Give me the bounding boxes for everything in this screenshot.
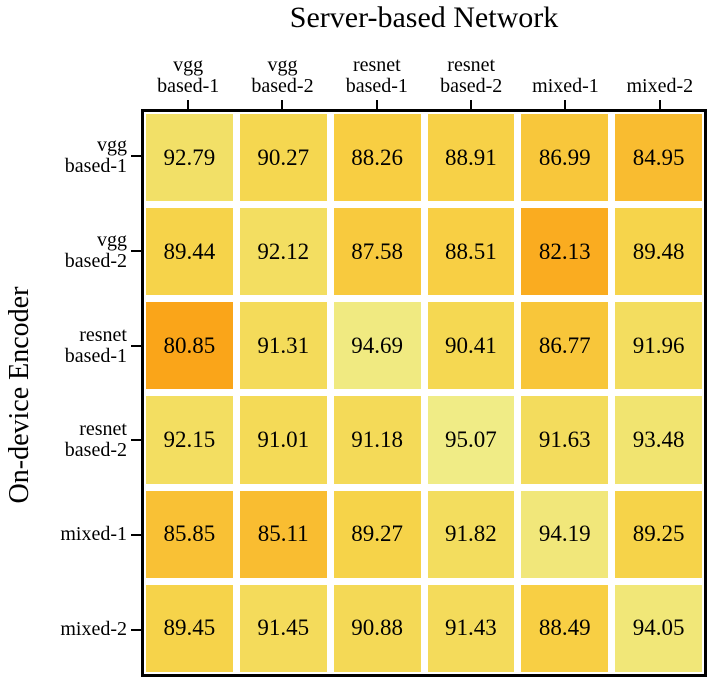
y-tick-label-2: vgg based-2 xyxy=(64,228,127,272)
x-tick-mark-4 xyxy=(470,100,473,109)
heatmap-cell-r2-c2: 92.12 xyxy=(239,208,327,296)
heatmap-cell-r1-c5: 86.99 xyxy=(521,114,609,202)
heatmap-cell-r6-c1: 89.45 xyxy=(146,584,233,672)
heatmap-cell-r3-c1: 80.85 xyxy=(146,302,233,390)
heatmap-cell-r5-c5: 94.19 xyxy=(521,490,609,578)
y-tick-label-3: resnet based-1 xyxy=(64,323,127,367)
heatmap-cell-r1-c2: 90.27 xyxy=(239,114,327,202)
heatmap-cell-r4-c1: 92.15 xyxy=(146,396,233,484)
heatmap-cell-r1-c3: 88.26 xyxy=(333,114,421,202)
heatmap-cell-r3-c3: 94.69 xyxy=(333,302,421,390)
heatmap-cell-r3-c2: 91.31 xyxy=(239,302,327,390)
x-tick-mark-3 xyxy=(375,100,378,109)
y-tick-mark-4 xyxy=(131,439,141,442)
heatmap-cell-r4-c3: 91.18 xyxy=(333,396,421,484)
x-tick-label-6: mixed-2 xyxy=(626,75,694,97)
heatmap-cell-r5-c1: 85.85 xyxy=(146,490,233,578)
heatmap-cell-r6-c2: 91.45 xyxy=(239,584,327,672)
y-tick-mark-6 xyxy=(131,628,141,631)
heatmap-cell-r5-c2: 85.11 xyxy=(239,490,327,578)
heatmap-cell-r1-c4: 88.91 xyxy=(427,114,515,202)
heatmap-cell-r4-c4: 95.07 xyxy=(427,396,515,484)
y-axis-tick-labels: vgg based-1 vgg based-2 resnet based-1 resn… xyxy=(0,109,127,677)
heatmap-cell-r2-c4: 88.51 xyxy=(427,208,515,296)
x-tick-label-1: vgg based-1 xyxy=(157,54,220,97)
x-tick-mark-6 xyxy=(658,100,661,109)
heatmap-cell-r2-c6: 89.48 xyxy=(615,208,702,296)
y-tick-label-6: mixed-2 xyxy=(60,618,127,641)
x-tick-label-3: resnet based-1 xyxy=(345,54,408,97)
y-tick-label-5: mixed-1 xyxy=(60,523,127,546)
heatmap-cell-r5-c4: 91.82 xyxy=(427,490,515,578)
heatmap-cell-r3-c6: 91.96 xyxy=(615,302,702,390)
heatmap-cell-r2-c3: 87.58 xyxy=(333,208,421,296)
heatmap-cell-r4-c5: 91.63 xyxy=(521,396,609,484)
heatmap-cell-r2-c1: 89.44 xyxy=(146,208,233,296)
y-tick-mark-2 xyxy=(131,249,141,252)
heatmap-cell-r6-c4: 91.43 xyxy=(427,584,515,672)
heatmap-grid: 92.79 90.27 88.26 88.91 86.99 84.95 89.44 92.12… xyxy=(141,109,707,677)
y-axis-tick-marks xyxy=(131,109,141,677)
heatmap-cell-r3-c4: 90.41 xyxy=(427,302,515,390)
y-tick-mark-3 xyxy=(131,344,141,347)
x-tick-mark-2 xyxy=(281,100,284,109)
heatmap-cell-r1-c6: 84.95 xyxy=(615,114,702,202)
y-tick-mark-5 xyxy=(131,533,141,536)
x-tick-mark-5 xyxy=(564,100,567,109)
x-tick-label-5: mixed-1 xyxy=(532,75,599,97)
chart-title: Server-based Network xyxy=(289,1,559,34)
x-axis-tick-marks xyxy=(141,100,707,109)
heatmap-cell-r6-c3: 90.88 xyxy=(333,584,421,672)
y-tick-label-1: vgg based-1 xyxy=(64,134,127,178)
x-tick-label-4: resnet based-2 xyxy=(440,54,503,97)
y-tick-mark-1 xyxy=(131,155,141,158)
heatmap-cell-r5-c3: 89.27 xyxy=(333,490,421,578)
heatmap-cell-r2-c5: 82.13 xyxy=(521,208,609,296)
y-tick-label-4: resnet based-2 xyxy=(64,418,127,462)
heatmap-cell-r6-c5: 88.49 xyxy=(521,584,609,672)
x-tick-label-2: vgg based-2 xyxy=(251,54,314,97)
x-axis-tick-labels: vgg based-1 vgg based-2 resnet based-1 resn… xyxy=(141,38,707,97)
heatmap-cell-r1-c1: 92.79 xyxy=(146,114,233,202)
heatmap-cell-r3-c5: 86.77 xyxy=(521,302,609,390)
heatmap-cell-r5-c6: 89.25 xyxy=(615,490,702,578)
heatmap-cell-r4-c2: 91.01 xyxy=(239,396,327,484)
heatmap-cell-r4-c6: 93.48 xyxy=(615,396,702,484)
heatmap-cell-r6-c6: 94.05 xyxy=(615,584,702,672)
x-tick-mark-1 xyxy=(187,100,190,109)
